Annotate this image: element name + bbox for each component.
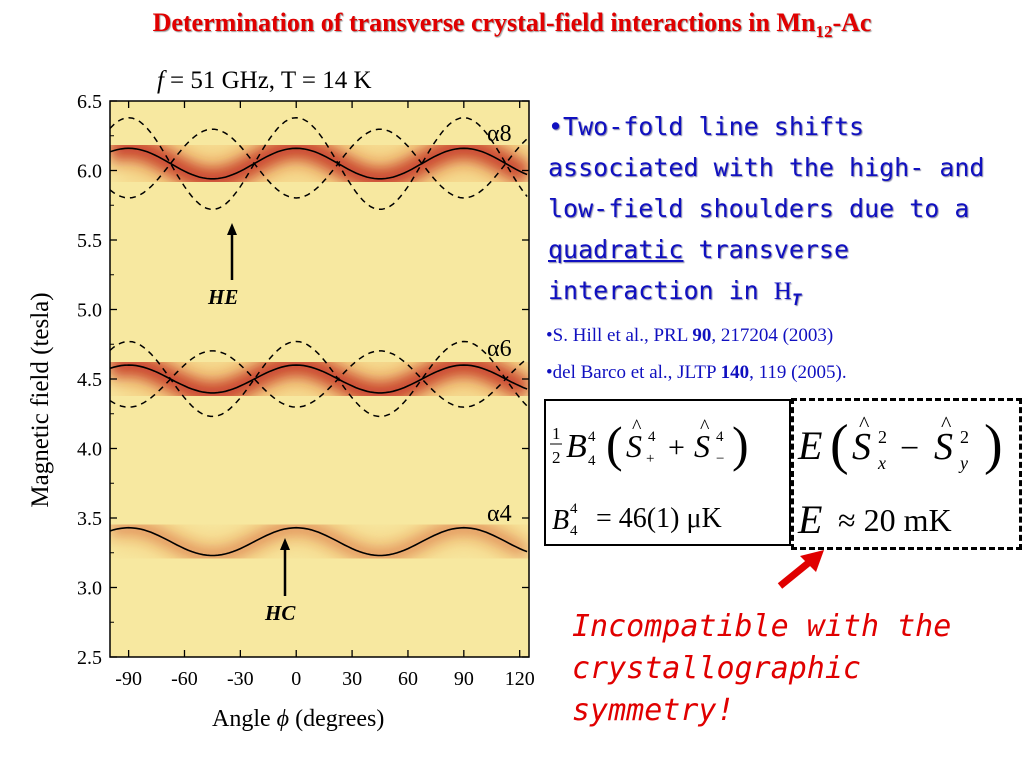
svg-text:+: +	[668, 431, 685, 464]
y-tick-label: 5.5	[77, 230, 102, 252]
y-tick-label: 6.0	[77, 161, 102, 183]
y-tick-label: 5.0	[77, 300, 102, 322]
svg-text:2: 2	[878, 427, 887, 447]
e-value: ≈ 20 mK	[838, 502, 952, 538]
svg-text:S: S	[934, 426, 953, 468]
svg-text:S: S	[852, 426, 871, 468]
svg-text:2: 2	[960, 427, 969, 447]
label-alpha4: α4	[487, 501, 512, 527]
reference-2: •del Barco et al., JLTP 140, 119 (2005).	[546, 362, 847, 383]
svg-text:^: ^	[941, 411, 952, 436]
arrow-he	[227, 223, 237, 280]
svg-text:4: 4	[588, 429, 596, 445]
svg-text:x: x	[877, 453, 886, 473]
header-f: f	[157, 67, 167, 94]
fit-curve-8	[110, 147, 528, 180]
title-text: Determination of transverse crystal-fiel…	[152, 8, 816, 37]
svg-text:1: 1	[552, 424, 561, 443]
header-rest: = 51 GHz, T = 14 K	[170, 67, 372, 94]
conclusion-text: Incompatible with the crystallographic s…	[572, 609, 952, 728]
title-subscript: 12	[815, 22, 833, 42]
label-alpha6: α6	[487, 336, 512, 362]
svg-text:4: 4	[716, 429, 724, 445]
x-tick-label: -30	[227, 668, 254, 690]
fit-curve-6	[110, 364, 528, 394]
svg-text:^: ^	[859, 411, 870, 436]
y-tick-label: 3.5	[77, 508, 102, 530]
y-tick-label: 3.0	[77, 578, 102, 600]
svg-text:4: 4	[570, 523, 578, 539]
y-tick-label: 2.5	[77, 647, 102, 669]
svg-text:4: 4	[570, 501, 578, 517]
label-alpha8: α8	[487, 121, 512, 147]
svg-text:4: 4	[588, 453, 596, 469]
y-axis-label: Magnetic field (tesla)	[27, 292, 54, 507]
svg-text:^: ^	[700, 416, 710, 438]
label-he: HE	[207, 285, 238, 309]
svg-text:y: y	[958, 453, 968, 473]
x-tick-label: -90	[115, 668, 142, 690]
svg-text:E: E	[797, 497, 822, 542]
svg-text:S: S	[694, 428, 710, 464]
svg-text:(: (	[606, 416, 623, 472]
svg-text:4: 4	[648, 429, 656, 445]
svg-text:(: (	[830, 414, 849, 476]
dashed-curve-a-8	[110, 116, 528, 211]
title-tail: -Ac	[832, 8, 872, 37]
b44-formula-box	[544, 399, 791, 546]
x-tick-label: 90	[454, 668, 474, 690]
slide-title: Determination of transverse crystal-fiel…	[0, 8, 1024, 42]
svg-text:E: E	[797, 423, 822, 468]
main-bullet: •Two-fold line shifts associated with th…	[548, 112, 985, 309]
x-tick-label: 120	[505, 668, 535, 690]
label-hc: HC	[264, 601, 296, 625]
svg-text:B: B	[566, 428, 587, 465]
x-tick-label: -60	[171, 668, 198, 690]
incompatible-arrow	[777, 550, 824, 589]
dashed-curve-a-6	[110, 340, 528, 418]
e-formula-box	[791, 398, 1022, 550]
x-tick-label: 0	[291, 668, 301, 690]
svg-text:B: B	[552, 505, 569, 536]
e-formula: E ( S ^ 2 x − S ^ 2 y ) E ≈ 20 mK	[797, 411, 1003, 542]
reference-1: •S. Hill et al., PRL 90, 217204 (2003)	[546, 325, 834, 346]
y-tick-label: 4.5	[77, 369, 102, 391]
svg-text:): )	[984, 414, 1003, 476]
svg-text:^: ^	[632, 416, 642, 438]
b44-formula: 1 2 B 4 4 ( S ^ 4 + + S ^ 4 − ) B 4 4 = …	[550, 416, 749, 539]
axis-layer: 2.5 3.0 3.5 4.0 4.5 5.0 5.5 6.0 6.5 -90 -60 -30 0 30 6…	[77, 91, 535, 690]
svg-text:S: S	[626, 428, 642, 464]
x-tick-label: 60	[398, 668, 418, 690]
x-axis-label: Angle ϕ (degrees)	[212, 706, 384, 732]
y-tick-label: 4.0	[77, 439, 102, 461]
svg-text:+: +	[646, 451, 654, 467]
x-tick-label: 30	[342, 668, 362, 690]
svg-text:2: 2	[552, 448, 561, 467]
arrow-hc	[280, 538, 290, 596]
fit-curve-4	[110, 526, 528, 557]
dashed-curve-b-8	[110, 128, 528, 199]
svg-text:−: −	[716, 451, 724, 467]
y-tick-label: 6.5	[77, 91, 102, 113]
curve-layer	[110, 116, 528, 557]
b44-value: = 46(1) μK	[596, 503, 722, 534]
svg-text:): )	[732, 416, 749, 472]
svg-text:−: −	[900, 430, 919, 467]
